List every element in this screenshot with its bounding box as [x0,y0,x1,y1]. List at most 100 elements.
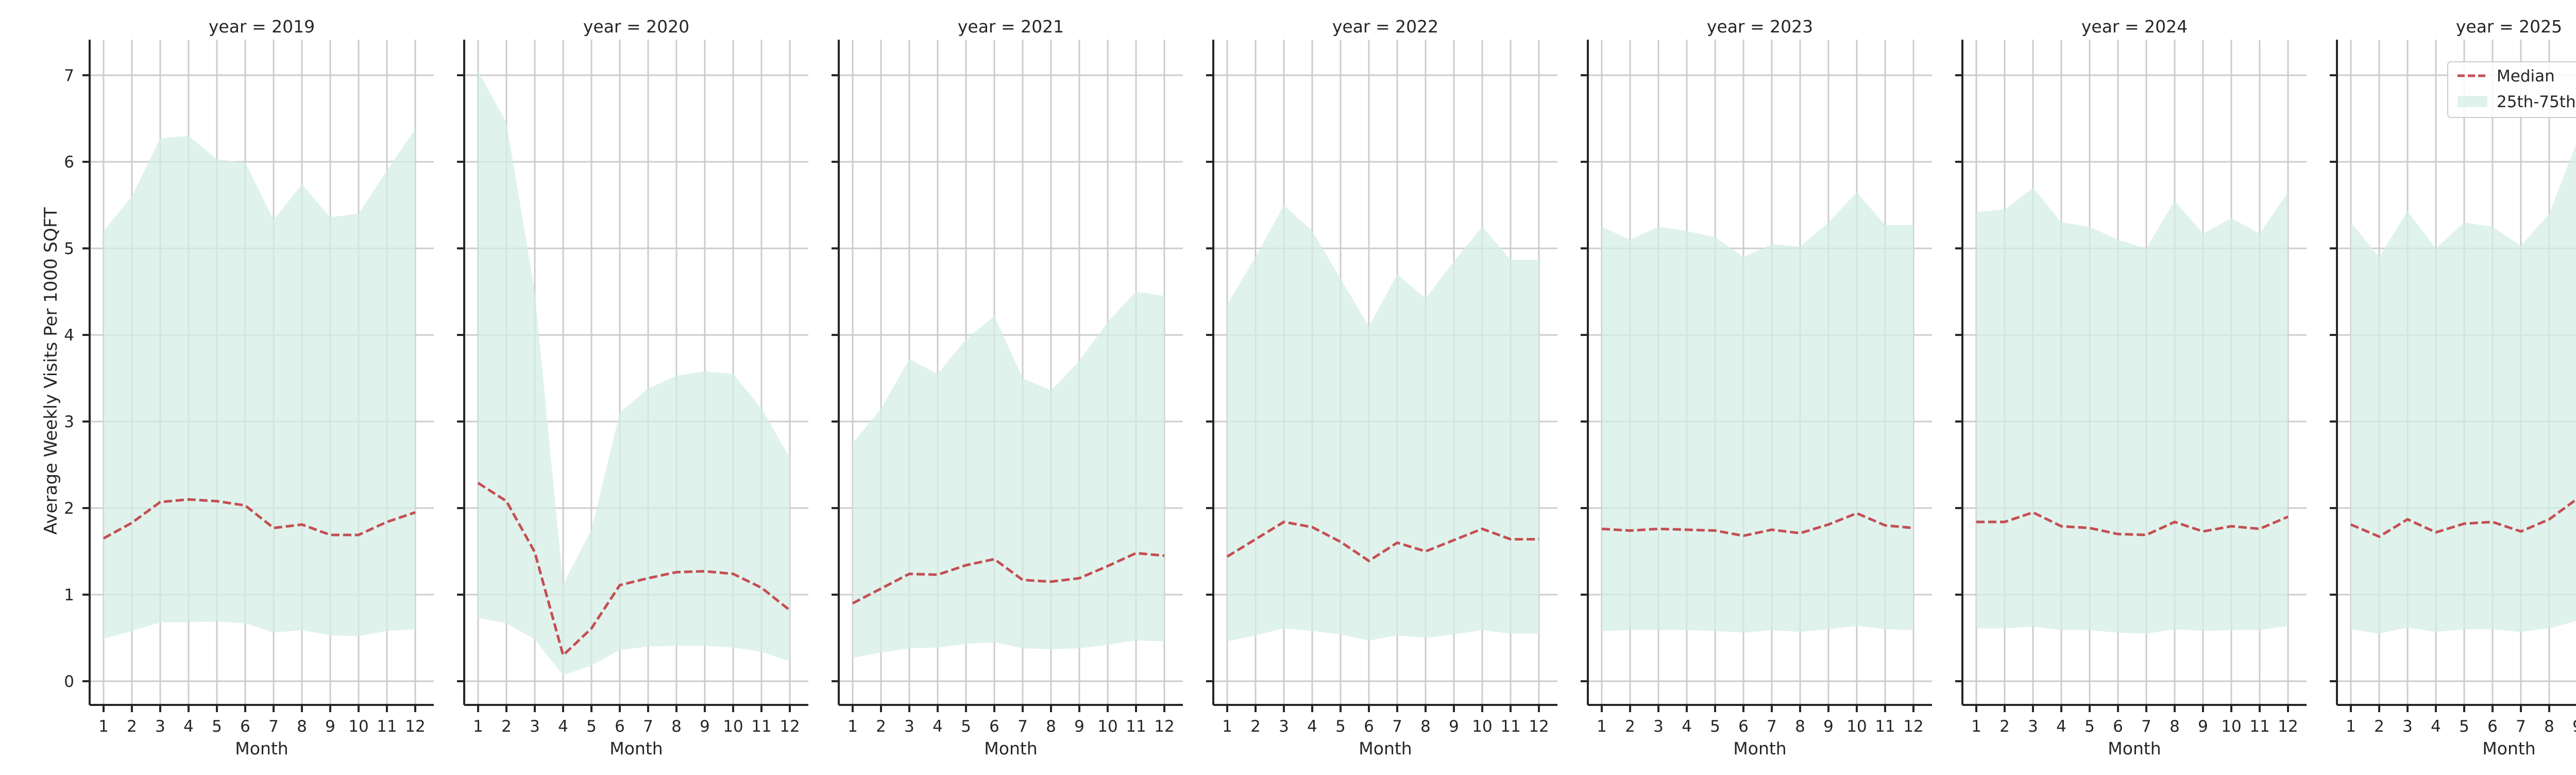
x-tick-label: 10 [723,717,743,736]
panel-title: year = 2020 [583,16,689,37]
x-tick-label: 2 [1999,717,2010,736]
legend-band-label: 25th-75th Percentile [2497,93,2576,111]
y-tick-label: 2 [64,499,74,518]
x-tick-label: 6 [615,717,625,736]
x-axis-label: Month [235,738,288,759]
y-tick-label: 0 [64,672,74,691]
x-tick-label: 8 [1795,717,1805,736]
x-tick-label: 1 [1222,717,1232,736]
x-tick-label: 4 [183,717,194,736]
x-tick-label: 9 [1449,717,1459,736]
x-tick-label: 8 [2544,717,2554,736]
x-tick-label: 3 [530,717,540,736]
x-tick-label: 11 [1126,717,1146,736]
x-tick-label: 5 [2084,717,2095,736]
x-tick-label: 10 [2221,717,2241,736]
x-tick-label: 12 [779,717,800,736]
x-tick-label: 8 [671,717,682,736]
x-tick-label: 12 [1529,717,1549,736]
panel-title: year = 2024 [2081,16,2188,37]
x-tick-label: 7 [268,717,279,736]
x-tick-label: 5 [2459,717,2469,736]
x-tick-label: 1 [98,717,109,736]
percentile-band [1602,192,1913,633]
x-tick-label: 1 [2346,717,2356,736]
x-tick-label: 6 [2487,717,2498,736]
legend-median-label: Median [2497,67,2555,86]
x-tick-label: 2 [1250,717,1261,736]
x-tick-label: 6 [1364,717,1374,736]
x-tick-label: 7 [2141,717,2151,736]
x-tick-label: 1 [848,717,858,736]
panel-title: year = 2019 [209,16,315,37]
x-tick-label: 9 [2198,717,2208,736]
x-tick-label: 12 [2278,717,2298,736]
x-tick-label: 4 [1682,717,1692,736]
x-tick-label: 5 [1710,717,1720,736]
x-tick-label: 6 [240,717,250,736]
x-tick-label: 6 [1738,717,1749,736]
x-tick-label: 2 [876,717,886,736]
y-axis-label: Average Weekly Visits Per 1000 SQFT [41,207,61,535]
x-tick-label: 11 [751,717,771,736]
x-tick-label: 4 [933,717,943,736]
x-tick-label: 6 [2113,717,2123,736]
panel-title: year = 2023 [1707,16,1813,37]
x-tick-label: 4 [1307,717,1317,736]
x-tick-label: 7 [2516,717,2526,736]
x-axis-label: Month [2108,738,2161,759]
x-tick-label: 3 [1653,717,1664,736]
x-axis-label: Month [984,738,1037,759]
panel-title: year = 2025 [2456,16,2562,37]
y-tick-label: 7 [64,66,74,85]
x-tick-label: 1 [1971,717,1981,736]
x-tick-label: 8 [1420,717,1431,736]
percentile-band [1976,188,2288,633]
x-tick-label: 8 [297,717,307,736]
x-tick-label: 3 [2402,717,2413,736]
x-tick-label: 7 [1392,717,1402,736]
legend: Median 25th-75th Percentile [2448,62,2576,117]
x-tick-label: 5 [212,717,222,736]
x-tick-label: 12 [1903,717,1923,736]
x-tick-label: 5 [961,717,971,736]
x-tick-label: 4 [2056,717,2066,736]
y-tick-label: 6 [64,153,74,172]
percentile-band [853,292,1164,658]
x-tick-label: 1 [473,717,483,736]
x-tick-label: 10 [348,717,368,736]
x-axis-label: Month [2482,738,2535,759]
x-axis-label: Month [1733,738,1786,759]
x-axis-label: Month [1359,738,1412,759]
x-tick-label: 3 [2028,717,2038,736]
x-tick-label: 9 [325,717,335,736]
x-tick-label: 11 [377,717,397,736]
x-tick-label: 3 [155,717,165,736]
x-tick-label: 7 [1767,717,1777,736]
x-tick-label: 8 [2170,717,2180,736]
x-tick-label: 7 [1018,717,1028,736]
x-tick-label: 9 [2572,717,2576,736]
x-tick-label: 11 [2249,717,2269,736]
y-tick-label: 5 [64,240,74,258]
x-tick-label: 10 [1097,717,1117,736]
x-tick-label: 1 [1597,717,1607,736]
x-tick-label: 10 [1472,717,1492,736]
x-tick-label: 7 [643,717,653,736]
y-tick-label: 4 [64,326,74,345]
x-tick-label: 4 [2431,717,2441,736]
panel-title: year = 2022 [1332,16,1438,37]
percentile-band [1227,205,1539,642]
x-tick-label: 11 [1875,717,1895,736]
x-tick-label: 2 [127,717,137,736]
x-tick-label: 2 [2374,717,2384,736]
legend-band-swatch [2458,96,2487,107]
percentile-band [104,129,415,639]
x-tick-label: 3 [904,717,914,736]
x-tick-label: 9 [1074,717,1084,736]
